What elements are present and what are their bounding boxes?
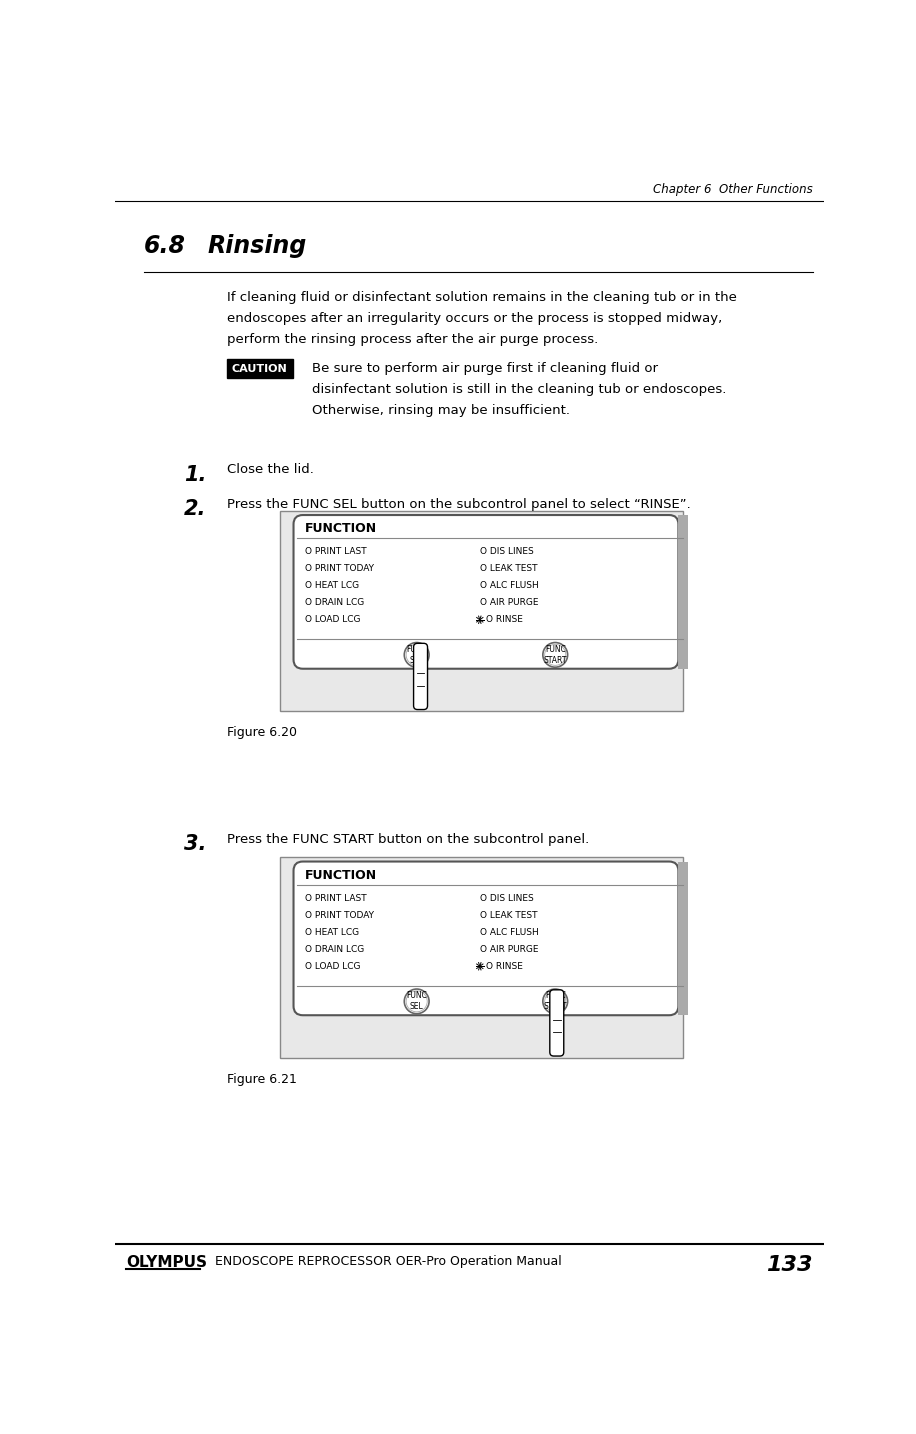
Text: FUNCTION: FUNCTION xyxy=(305,869,377,882)
FancyBboxPatch shape xyxy=(293,862,679,1015)
Text: O LEAK TEST: O LEAK TEST xyxy=(480,911,538,921)
Circle shape xyxy=(545,644,566,665)
Text: O PRINT TODAY: O PRINT TODAY xyxy=(305,911,374,921)
Text: OLYMPUS: OLYMPUS xyxy=(126,1255,207,1269)
Text: O DIS LINES: O DIS LINES xyxy=(480,548,533,556)
Text: Otherwise, rinsing may be insufficient.: Otherwise, rinsing may be insufficient. xyxy=(312,404,570,417)
Text: disinfectant solution is still in the cleaning tub or endoscopes.: disinfectant solution is still in the cl… xyxy=(312,383,726,396)
Circle shape xyxy=(406,644,427,665)
Bar xyxy=(679,515,688,668)
Text: FUNC
SEL: FUNC SEL xyxy=(406,991,427,1011)
Text: O LOAD LCG: O LOAD LCG xyxy=(305,615,361,624)
FancyBboxPatch shape xyxy=(279,858,682,1058)
Text: O RINSE: O RINSE xyxy=(486,615,523,624)
Circle shape xyxy=(543,642,568,667)
Text: CAUTION: CAUTION xyxy=(232,364,288,374)
Text: O AIR PURGE: O AIR PURGE xyxy=(480,945,539,954)
Text: O ALC FLUSH: O ALC FLUSH xyxy=(480,928,539,936)
Circle shape xyxy=(404,989,429,1014)
Text: O PRINT LAST: O PRINT LAST xyxy=(305,893,366,903)
Text: endoscopes after an irregularity occurs or the process is stopped midway,: endoscopes after an irregularity occurs … xyxy=(227,313,722,326)
Text: 3.: 3. xyxy=(184,835,207,855)
Text: 2.: 2. xyxy=(184,499,207,519)
Text: O AIR PURGE: O AIR PURGE xyxy=(480,598,539,608)
Text: O LOAD LCG: O LOAD LCG xyxy=(305,962,361,971)
Text: Press the FUNC SEL button on the subcontrol panel to select “RINSE”.: Press the FUNC SEL button on the subcont… xyxy=(227,498,691,511)
Circle shape xyxy=(543,989,568,1014)
FancyBboxPatch shape xyxy=(293,515,679,668)
Circle shape xyxy=(545,991,566,1012)
Text: Chapter 6  Other Functions: Chapter 6 Other Functions xyxy=(653,182,812,195)
FancyBboxPatch shape xyxy=(550,989,563,1055)
Text: O ALC FLUSH: O ALC FLUSH xyxy=(480,581,539,591)
FancyBboxPatch shape xyxy=(414,644,428,710)
Text: O DIS LINES: O DIS LINES xyxy=(480,893,533,903)
Text: ENDOSCOPE REPROCESSOR OER-Pro Operation Manual: ENDOSCOPE REPROCESSOR OER-Pro Operation … xyxy=(215,1255,562,1268)
FancyBboxPatch shape xyxy=(279,511,682,711)
Text: O RINSE: O RINSE xyxy=(486,962,523,971)
Text: 1.: 1. xyxy=(184,465,207,485)
Text: FUNC
START: FUNC START xyxy=(543,991,567,1011)
Text: O HEAT LCG: O HEAT LCG xyxy=(305,581,359,591)
Text: O DRAIN LCG: O DRAIN LCG xyxy=(305,598,365,608)
Text: 133: 133 xyxy=(767,1255,812,1275)
Text: O HEAT LCG: O HEAT LCG xyxy=(305,928,359,936)
Text: Figure 6.21: Figure 6.21 xyxy=(227,1073,297,1086)
Text: O PRINT LAST: O PRINT LAST xyxy=(305,548,366,556)
Text: perform the rinsing process after the air purge process.: perform the rinsing process after the ai… xyxy=(227,333,598,346)
Text: O DRAIN LCG: O DRAIN LCG xyxy=(305,945,365,954)
Text: Rinsing: Rinsing xyxy=(208,234,307,258)
Circle shape xyxy=(404,642,429,667)
Text: FUNC
START: FUNC START xyxy=(543,645,567,665)
Bar xyxy=(679,862,688,1015)
Text: O PRINT TODAY: O PRINT TODAY xyxy=(305,565,374,574)
Text: FUNC
SEL: FUNC SEL xyxy=(406,645,427,665)
Text: Figure 6.20: Figure 6.20 xyxy=(227,727,297,740)
Text: If cleaning fluid or disinfectant solution remains in the cleaning tub or in the: If cleaning fluid or disinfectant soluti… xyxy=(227,291,736,304)
Text: Close the lid.: Close the lid. xyxy=(227,463,314,476)
Text: 6.8: 6.8 xyxy=(144,234,186,258)
Text: Be sure to perform air purge first if cleaning fluid or: Be sure to perform air purge first if cl… xyxy=(312,363,658,376)
Text: FUNCTION: FUNCTION xyxy=(305,522,377,535)
Bar xyxy=(227,358,293,379)
Circle shape xyxy=(406,991,427,1012)
Text: O LEAK TEST: O LEAK TEST xyxy=(480,565,538,574)
Text: Press the FUNC START button on the subcontrol panel.: Press the FUNC START button on the subco… xyxy=(227,833,589,846)
